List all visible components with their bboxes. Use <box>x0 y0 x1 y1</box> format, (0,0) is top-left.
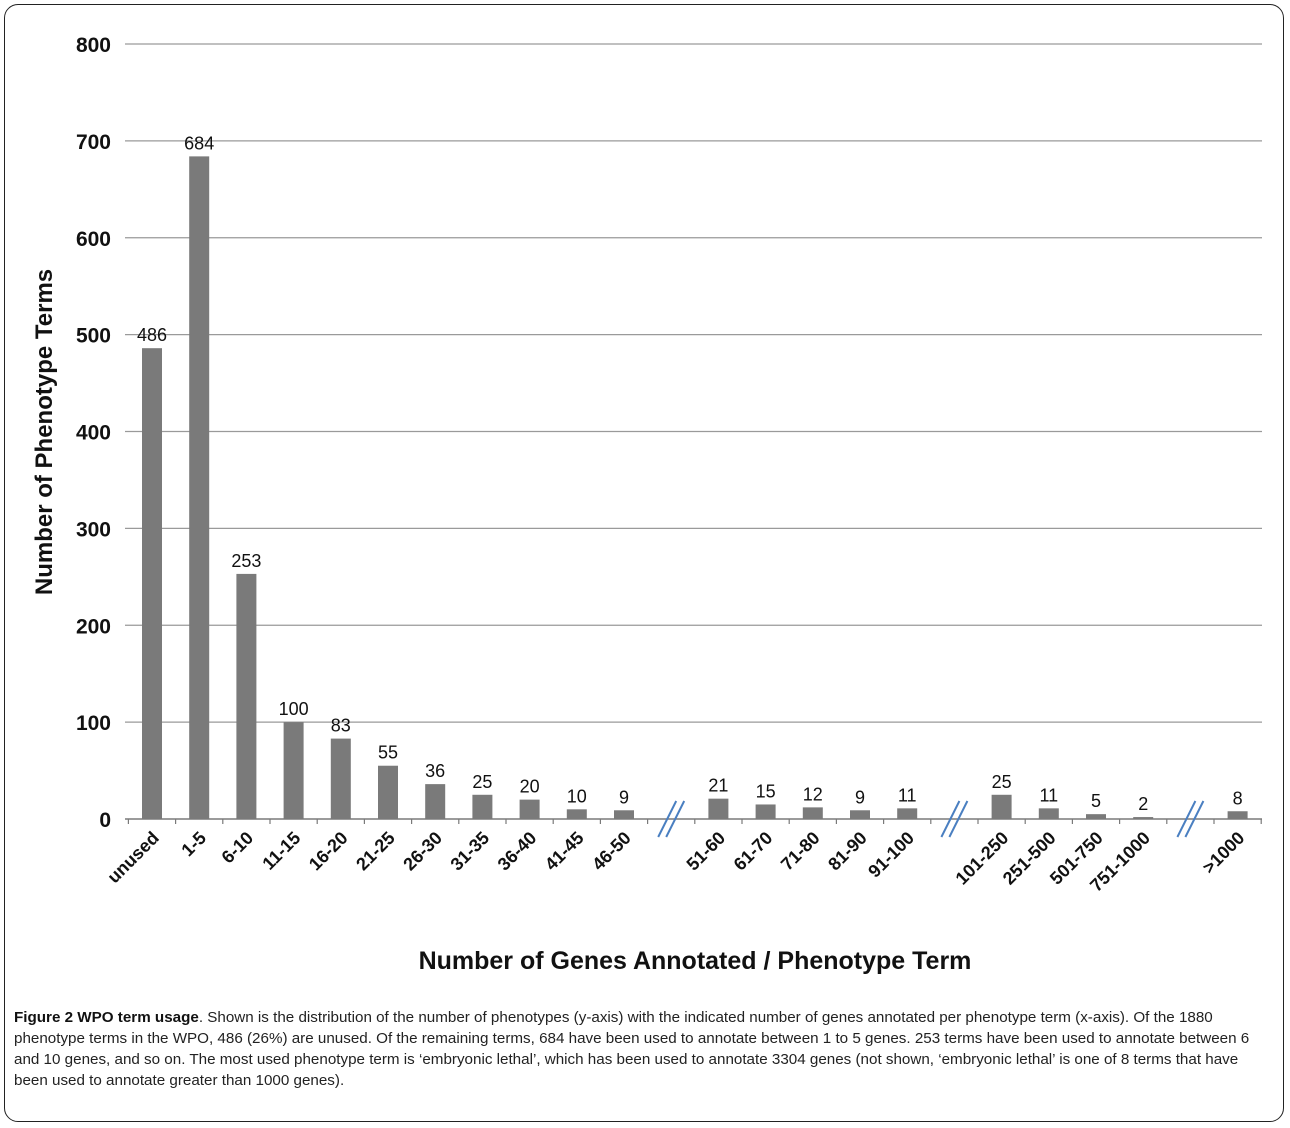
value-label: 10 <box>567 786 587 806</box>
bar <box>330 738 351 819</box>
value-label: 36 <box>425 761 445 781</box>
value-label: 486 <box>137 325 167 345</box>
y-tick-label: 200 <box>76 615 111 638</box>
x-tick-labels: unused 1-5 6-10 11-15 16-20 21-25 26-30 31-35 36… <box>103 828 1248 896</box>
x-tick-label: 51-60 <box>683 828 730 875</box>
bar <box>1086 814 1106 819</box>
x-tick-label: 6-10 <box>218 828 258 868</box>
x-tick-label: 1-5 <box>177 828 210 861</box>
bar <box>897 808 918 819</box>
value-label: 2 <box>1138 794 1148 814</box>
bar <box>991 794 1012 819</box>
axis-break-mark <box>657 800 686 838</box>
bar <box>850 810 870 819</box>
x-tick-label: 71-80 <box>777 828 824 875</box>
bar <box>708 798 729 819</box>
x-tick-label: 41-45 <box>541 828 588 875</box>
value-label: 15 <box>756 781 776 801</box>
x-tick-label: 11-15 <box>258 828 304 874</box>
x-tick-label: 26-30 <box>399 828 446 875</box>
bar <box>519 799 540 819</box>
x-tick-label: 46-50 <box>588 828 635 875</box>
y-tick-label: 800 <box>76 34 111 57</box>
gridlines <box>125 43 1262 824</box>
bar <box>236 573 257 819</box>
x-tick-label: unused <box>103 828 162 887</box>
y-tick-label: 100 <box>76 712 111 735</box>
x-axis-label: Number of Genes Annotated / Phenotype Te… <box>419 947 972 975</box>
bar <box>189 156 210 819</box>
value-label: 12 <box>803 784 823 804</box>
caption-label: Figure 2 WPO term usage <box>14 1009 199 1026</box>
bar <box>566 809 587 819</box>
bar <box>472 794 493 819</box>
y-tick-label: 400 <box>76 422 111 445</box>
x-tick-label: 31-35 <box>447 828 494 875</box>
bar <box>378 765 398 819</box>
caption-text: . Shown is the distribution of the numbe… <box>14 1009 1250 1089</box>
y-axis-label: Number of Phenotype Terms <box>31 269 58 595</box>
bar <box>142 348 162 819</box>
axis-break-marks <box>657 800 1205 838</box>
value-label: 8 <box>1233 788 1243 808</box>
y-tick-label: 600 <box>76 228 111 251</box>
axis-break-mark <box>940 800 969 838</box>
x-tick-label: >1000 <box>1199 828 1249 878</box>
y-tick-labels: 0 100 200 300 400 500 600 700 800 <box>76 34 111 832</box>
bar <box>1133 817 1154 819</box>
figure-caption: Figure 2 WPO term usage. Shown is the di… <box>14 1007 1276 1091</box>
y-tick-label: 500 <box>76 325 111 348</box>
axis-break-mark <box>1176 800 1205 838</box>
bar <box>1038 808 1059 819</box>
x-tick-label: 91-100 <box>864 828 918 882</box>
value-label: 83 <box>331 716 351 736</box>
value-labels: 486 684 253 100 83 55 36 25 20 10 9 21 15 12 9 11 25 11 5 2… <box>137 133 1243 814</box>
bar <box>755 804 776 819</box>
value-label: 9 <box>855 787 865 807</box>
value-label: 25 <box>992 772 1012 792</box>
bar <box>425 784 446 819</box>
bar <box>283 722 304 819</box>
x-tick-label: 21-25 <box>352 828 399 875</box>
value-label: 100 <box>279 699 309 719</box>
bar <box>802 807 823 819</box>
value-label: 11 <box>1039 785 1058 805</box>
y-tick-label: 0 <box>99 809 111 832</box>
figure-frame <box>4 4 1284 1122</box>
x-tick-label: 61-70 <box>730 828 777 875</box>
value-label: 20 <box>520 777 540 797</box>
y-tick-label: 700 <box>76 131 111 154</box>
y-tick-label: 300 <box>76 518 111 541</box>
value-label: 5 <box>1091 791 1101 811</box>
value-label: 684 <box>184 133 214 153</box>
bar <box>1227 811 1248 819</box>
bars <box>142 156 1248 819</box>
value-label: 11 <box>898 785 917 805</box>
x-tick-label: 16-20 <box>305 828 352 875</box>
x-tick-label: 36-40 <box>494 828 541 875</box>
value-label: 9 <box>619 787 629 807</box>
value-label: 25 <box>472 772 492 792</box>
value-label: 21 <box>708 776 728 796</box>
value-label: 55 <box>378 743 398 763</box>
bar <box>614 810 634 819</box>
value-label: 253 <box>231 551 261 571</box>
